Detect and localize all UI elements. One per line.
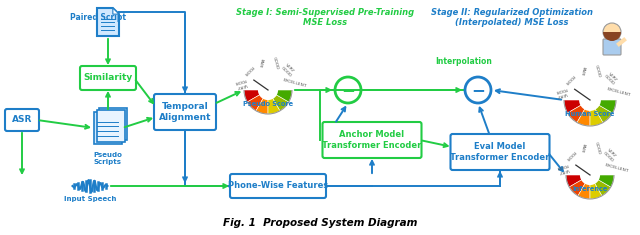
Wedge shape — [603, 32, 621, 41]
FancyBboxPatch shape — [451, 134, 550, 170]
Text: Anchor Model
Transformer Encoder: Anchor Model Transformer Encoder — [323, 130, 422, 150]
Text: Eval Model
Transformer Encoder: Eval Model Transformer Encoder — [451, 142, 550, 162]
Wedge shape — [569, 175, 590, 196]
Text: GOOD: GOOD — [594, 64, 602, 78]
Text: VERY
POOR: VERY POOR — [554, 86, 568, 98]
Text: Inference: Inference — [572, 186, 608, 192]
Wedge shape — [564, 100, 590, 113]
Polygon shape — [97, 8, 119, 36]
FancyBboxPatch shape — [154, 94, 216, 130]
Circle shape — [258, 80, 278, 100]
Wedge shape — [243, 65, 293, 90]
FancyBboxPatch shape — [5, 109, 39, 131]
Wedge shape — [590, 175, 614, 187]
Text: Paired Script: Paired Script — [70, 12, 126, 21]
Wedge shape — [256, 90, 268, 114]
Polygon shape — [97, 110, 125, 142]
FancyBboxPatch shape — [80, 66, 136, 90]
Text: Phone-Wise Features: Phone-Wise Features — [228, 181, 328, 191]
Wedge shape — [590, 100, 603, 126]
Wedge shape — [247, 90, 268, 111]
Text: VERY
GOOD: VERY GOOD — [280, 63, 296, 78]
Text: VERY
POOR: VERY POOR — [234, 77, 248, 89]
Text: FAIR: FAIR — [258, 58, 264, 68]
Text: EXCELLENT: EXCELLENT — [283, 78, 307, 88]
Wedge shape — [590, 175, 611, 196]
Text: VERY
POOR: VERY POOR — [556, 162, 570, 173]
Wedge shape — [590, 100, 616, 113]
Text: Pseudo Score: Pseudo Score — [243, 101, 293, 107]
Text: Temporal
Alignment: Temporal Alignment — [159, 102, 211, 122]
Circle shape — [579, 89, 601, 111]
Wedge shape — [564, 150, 615, 175]
Wedge shape — [563, 73, 618, 100]
Text: POOR: POOR — [243, 64, 254, 76]
Text: VERY
GOOD: VERY GOOD — [604, 71, 619, 86]
Wedge shape — [568, 100, 590, 122]
Text: POOR: POOR — [564, 149, 576, 161]
Polygon shape — [113, 8, 119, 14]
Circle shape — [580, 165, 600, 185]
Text: −: − — [471, 82, 485, 99]
FancyBboxPatch shape — [323, 122, 422, 158]
Wedge shape — [268, 90, 292, 102]
Circle shape — [603, 23, 621, 41]
Text: Stage II: Regularized Optimization
(Interpolated) MSE Loss: Stage II: Regularized Optimization (Inte… — [431, 8, 593, 27]
Text: Interpolation: Interpolation — [435, 58, 492, 67]
Text: Similarity: Similarity — [83, 74, 132, 82]
Text: FAIR: FAIR — [579, 66, 586, 76]
Wedge shape — [566, 175, 590, 187]
Text: EXCELLENT: EXCELLENT — [605, 163, 629, 173]
Wedge shape — [244, 90, 268, 102]
Circle shape — [465, 77, 491, 103]
Wedge shape — [590, 175, 602, 199]
Text: −: − — [341, 82, 355, 99]
Text: FAIR: FAIR — [580, 143, 586, 153]
Wedge shape — [590, 100, 612, 122]
Text: Fig. 1  Proposed System Diagram: Fig. 1 Proposed System Diagram — [223, 218, 417, 228]
Text: ASR: ASR — [12, 115, 32, 125]
Text: VERY
GOOD: VERY GOOD — [602, 147, 618, 163]
Text: GOOD: GOOD — [271, 56, 279, 70]
Polygon shape — [94, 112, 122, 144]
Text: EXCELLENT: EXCELLENT — [607, 87, 631, 97]
Wedge shape — [268, 90, 280, 114]
Text: Pseudo
Scripts: Pseudo Scripts — [93, 152, 122, 165]
Text: Stage I: Semi-Supervised Pre-Training
MSE Loss: Stage I: Semi-Supervised Pre-Training MS… — [236, 8, 414, 27]
FancyBboxPatch shape — [230, 174, 326, 198]
Text: GOOD: GOOD — [593, 141, 601, 155]
FancyBboxPatch shape — [603, 39, 621, 55]
Wedge shape — [268, 90, 289, 111]
Wedge shape — [577, 100, 590, 126]
Text: Human Score: Human Score — [565, 111, 614, 118]
Circle shape — [335, 77, 361, 103]
Polygon shape — [99, 108, 127, 140]
Text: POOR: POOR — [563, 73, 575, 85]
Wedge shape — [578, 175, 590, 199]
Text: Input Speech: Input Speech — [64, 196, 116, 202]
